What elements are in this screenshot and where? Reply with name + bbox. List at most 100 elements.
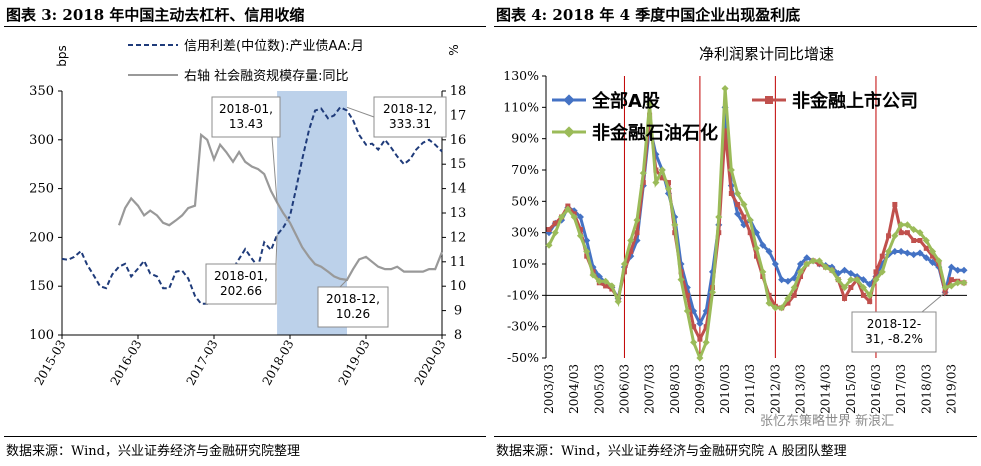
y-tick-label: -10% <box>507 287 539 302</box>
legend-non-financial-ex-petro-marker <box>563 126 575 138</box>
marker-non-financial-ex-petro <box>840 283 849 292</box>
marker-all-a-shares <box>784 277 792 285</box>
marker-non-financial-ex-petro <box>639 169 647 177</box>
marker-non-financial-ex-petro <box>759 268 767 276</box>
annotation-leader <box>339 279 348 288</box>
legend-non-financial-label: 非金融上市公司 <box>792 90 918 112</box>
y-right-tick-label: 9 <box>454 304 462 319</box>
marker-non-financial <box>735 201 741 207</box>
marker-non-financial <box>703 324 709 330</box>
y-tick-label: 50% <box>511 193 539 208</box>
annotation-label: 2018-12, 10.26 <box>326 292 380 321</box>
marker-non-financial <box>577 227 583 233</box>
x-tick-label: 2018/03 <box>919 364 933 414</box>
x-tick-label: 2014/03 <box>819 364 833 414</box>
marker-non-financial-ex-petro <box>608 282 616 290</box>
marker-non-financial-ex-petro <box>671 221 679 229</box>
marker-non-financial-ex-petro <box>690 338 698 346</box>
marker-all-a-shares <box>847 269 855 277</box>
marker-non-financial-ex-petro <box>708 288 717 296</box>
y-right-tick-label: 13 <box>450 206 467 221</box>
marker-non-financial <box>879 253 885 259</box>
figure-4-top-rule <box>494 26 977 27</box>
marker-non-financial-ex-petro <box>740 200 748 209</box>
profit-growth-chart: 净利润累计同比增速 -50% -30% -10% 10% 30% 50% 70% 90% 110%… <box>503 45 968 414</box>
marker-non-financial <box>911 238 917 243</box>
y-tick-label: 10% <box>511 256 539 271</box>
marker-non-financial-ex-petro <box>658 166 666 174</box>
marker-all-a-shares <box>734 210 742 218</box>
marker-non-financial <box>546 227 552 233</box>
annotation-label: 2018-12, 333.31 <box>383 102 437 131</box>
marker-non-financial-ex-petro <box>677 276 685 284</box>
figure-3-panel: 图表 3: 2018 年中国主动去杠杆、信用收缩 100 150 200 250 300… <box>0 0 490 466</box>
marker-non-financial <box>904 230 910 236</box>
marker-all-a-shares <box>840 266 849 274</box>
y-right-tick-label: 10 <box>450 279 467 294</box>
x-tick-label: 2008/03 <box>668 364 682 414</box>
legend-all-a-shares-marker <box>563 94 575 106</box>
series-social-financing-line <box>117 132 444 282</box>
marker-non-financial-ex-petro <box>847 276 855 284</box>
marker-non-financial-ex-petro <box>715 213 723 221</box>
marker-non-financial-ex-petro <box>834 276 842 284</box>
y-right-tick-label: 12 <box>450 230 467 245</box>
x-tick-label: 2016-03 <box>108 338 145 388</box>
marker-non-financial <box>917 238 923 243</box>
marker-non-financial <box>634 230 640 236</box>
x-tick-label: 2016/03 <box>869 364 883 414</box>
annotation-label: 2018-01, 13.43 <box>219 102 273 131</box>
y-right-tick-label: 18 <box>450 84 467 99</box>
y-left-tick-label: 350 <box>29 84 54 99</box>
y-right-tick-label: 11 <box>450 255 467 270</box>
marker-all-a-shares <box>576 213 584 221</box>
marker-non-financial-ex-petro <box>878 268 886 276</box>
marker-non-financial-ex-petro <box>897 221 905 229</box>
marker-non-financial-ex-petro <box>576 232 584 240</box>
marker-non-financial-ex-petro <box>929 247 937 256</box>
marker-non-financial-ex-petro <box>771 304 779 312</box>
marker-non-financial-ex-petro <box>947 282 955 290</box>
marker-non-financial-ex-petro <box>960 279 968 287</box>
marker-non-financial-ex-petro <box>614 298 622 306</box>
legend-credit-spread-label: 信用利差(中位数):产业债AA:月 <box>184 39 364 54</box>
marker-non-financial <box>697 336 703 342</box>
marker-all-a-shares <box>897 247 905 256</box>
marker-non-financial-ex-petro <box>564 205 572 213</box>
marker-non-financial-ex-petro <box>652 178 660 187</box>
figure-4-source: 数据来源：Wind，兴业证券经济与金融研究院 A 股团队整理 <box>496 444 847 459</box>
marker-non-financial-ex-petro <box>752 244 761 252</box>
marker-non-financial <box>892 201 898 207</box>
marker-non-financial-ex-petro <box>721 84 729 93</box>
marker-non-financial-ex-petro <box>941 283 949 292</box>
y-tick-label: -30% <box>507 319 539 334</box>
figure-3-title: 图表 3: 2018 年中国主动去杠杆、信用收缩 <box>6 6 305 24</box>
marker-non-financial-ex-petro <box>910 225 918 234</box>
marker-non-financial <box>728 191 734 196</box>
marker-non-financial <box>741 214 747 220</box>
annotation-box <box>317 286 389 328</box>
y-right-tick-label: 14 <box>450 182 467 197</box>
marker-all-a-shares <box>778 276 786 284</box>
marker-non-financial-ex-petro <box>828 266 836 274</box>
marker-non-financial-ex-petro <box>809 257 817 265</box>
marker-all-a-shares <box>916 249 924 257</box>
marker-non-financial <box>684 292 690 298</box>
y-left-tick-label: 250 <box>29 182 54 197</box>
marker-non-financial-ex-petro <box>866 291 874 299</box>
x-tick-label: 2017-03 <box>184 338 221 388</box>
y-tick-label: 30% <box>511 225 539 240</box>
annotation-label: 2018-12-31, -8.2% <box>865 317 923 346</box>
x-tick-label: 2012/03 <box>768 364 782 414</box>
marker-non-financial-ex-petro <box>935 257 943 265</box>
marker-non-financial <box>754 253 759 259</box>
marker-non-financial <box>948 277 954 283</box>
marker-non-financial-ex-petro <box>765 299 773 307</box>
x-tick-label: 2015/03 <box>844 364 858 414</box>
annotation-leader <box>346 106 375 118</box>
legend-all-a-shares-label: 全部A股 <box>591 90 661 112</box>
x-tick-label: 2010/03 <box>718 364 732 414</box>
marker-non-financial <box>665 180 671 186</box>
legend-social-financing-label: 右轴 社会融资规模存量:同比 <box>184 68 349 84</box>
marker-non-financial-ex-petro <box>620 260 628 268</box>
